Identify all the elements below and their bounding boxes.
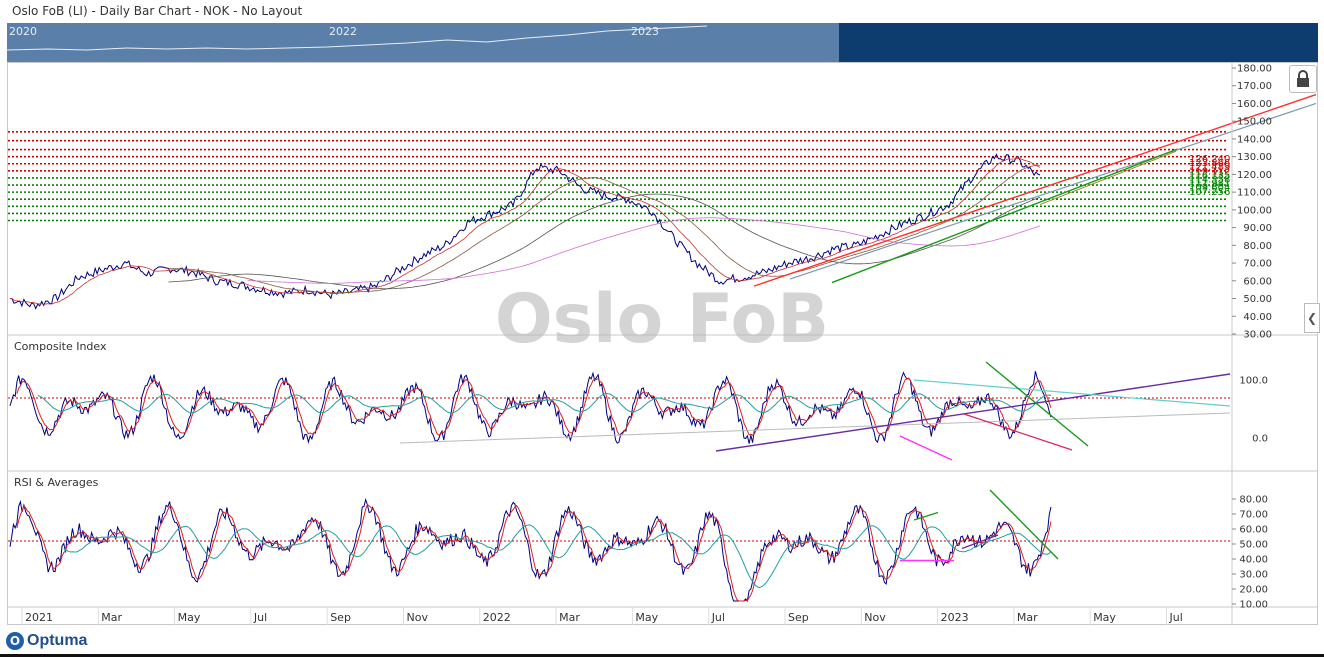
logo-mark: O (6, 632, 24, 650)
level-label: 119.112 (1189, 166, 1230, 177)
footer-bar (0, 654, 1324, 657)
price-axis-tick-label: 100.00 (1237, 205, 1272, 216)
navigator-bar[interactable]: 2020 2022 2023 (6, 23, 1318, 62)
rsi-axis-tick-label: 30.00 (1239, 570, 1268, 581)
rsi-axis-tick-label: 20.00 (1239, 585, 1268, 596)
composite-index-title: Composite Index (12, 340, 109, 353)
x-axis-label: Sep (788, 611, 809, 624)
axis-layer: 180.00 170.00 160.00 150.00 140.00 130.00 120.… (8, 62, 1318, 625)
ma-long-line (168, 193, 1041, 290)
x-axis-label: 2023 (941, 611, 969, 624)
x-axis-label: 2022 (483, 611, 511, 624)
x-axis-label: Mar (1017, 611, 1038, 624)
composite-trend-green (985, 361, 1089, 447)
navigator-line (6, 25, 708, 51)
composite-axis-tick-label: 100.0 (1239, 376, 1268, 387)
price-axis-tick-label: 130.00 (1237, 152, 1272, 163)
level-label: 114.358 (1189, 175, 1230, 186)
composite-trend-grey (399, 412, 1231, 444)
x-axis-label: Mar (101, 611, 122, 624)
rsi-trend-purple (961, 534, 999, 550)
level-label: 121.489 (1189, 162, 1230, 173)
rsi-pane (8, 489, 1230, 603)
rsi-trend-green (989, 489, 1059, 560)
price-axis-tick-label: 60.00 (1243, 276, 1272, 287)
x-axis-label: Jul (711, 611, 725, 624)
x-axis-label: Mar (559, 611, 580, 624)
price-axis-tick-label: 30.00 (1243, 330, 1272, 341)
level-label: 123.866 (1189, 158, 1230, 169)
composite-fast-average (16, 377, 1052, 437)
composite-trend-purple (715, 373, 1231, 452)
composite-axis-tick-label: 0.0 (1252, 434, 1268, 445)
price-axis-tick-label: 70.00 (1243, 259, 1272, 270)
price-axis-tick-label: 150.00 (1237, 117, 1272, 128)
logo-text: Optuma (27, 632, 88, 649)
navigator-window[interactable] (6, 23, 839, 62)
x-axis-label: Nov (864, 611, 886, 624)
rsi-averages-title: RSI & Averages (12, 476, 101, 489)
composite-trend-cyan (913, 379, 1231, 407)
level-label: 126.240 (1189, 154, 1230, 165)
x-axis-label: May (178, 611, 201, 624)
composite-trend-red (963, 413, 1073, 451)
lock-icon[interactable] (1289, 65, 1317, 93)
x-axis-label: Jul (1169, 611, 1183, 624)
x-axis-label: Nov (407, 611, 429, 624)
rsi-fast-average (16, 503, 1052, 602)
ma-verylong-line (247, 217, 1041, 284)
trend-line-upper (753, 93, 1317, 287)
chart-title: Oslo FoB (LI) - Daily Bar Chart - NOK - … (12, 4, 303, 18)
navigator-year: 2022 (329, 25, 357, 38)
watermark-text: Oslo FoB (495, 280, 829, 359)
rsi-axis-tick-label: 80.00 (1239, 495, 1268, 506)
level-label: 107.256 (1189, 187, 1230, 198)
rsi-slow-average (63, 524, 1052, 589)
x-axis-label: 2021 (25, 611, 53, 624)
composite-divergence-magenta (899, 435, 953, 461)
ma-mid-line (168, 164, 1041, 294)
trend-line-extension (1039, 150, 1177, 206)
composite-slow-average (37, 392, 1052, 414)
optuma-logo: O Optuma (6, 630, 87, 652)
x-axis-label: May (635, 611, 658, 624)
rsi-axis-tick-label: 60.00 (1239, 525, 1268, 536)
rsi-trend-green-short (913, 511, 939, 521)
chart-frame (7, 62, 1318, 625)
trend-line-lower (831, 148, 1177, 284)
rsi-axis-tick-label: 10.00 (1239, 600, 1268, 611)
price-axis-tick-label: 170.00 (1237, 81, 1272, 92)
level-label: 109.604 (1189, 183, 1230, 194)
x-axis-label: Sep (330, 611, 351, 624)
x-axis-label: Jul (253, 611, 267, 624)
level-label: 111.981 (1189, 179, 1230, 190)
rsi-axis-tick-label: 50.00 (1239, 540, 1268, 551)
price-axis-tick-label: 110.00 (1237, 188, 1272, 199)
price-series-line (9, 153, 1041, 310)
navigator-year: 2020 (9, 25, 37, 38)
chevron-left-icon[interactable]: ❮ (1304, 303, 1320, 333)
rsi-axis-tick-label: 70.00 (1239, 510, 1268, 521)
rsi-axis-tick-label: 40.00 (1239, 555, 1268, 566)
composite-index-line (9, 371, 1052, 445)
price-axis-tick-label: 160.00 (1237, 99, 1272, 110)
price-pane: 126.240123.866121.489119.112116.735114.3… (8, 93, 1317, 310)
price-axis-tick-label: 90.00 (1243, 223, 1272, 234)
trend-line-mid (789, 102, 1317, 280)
price-axis-tick-label: 180.00 (1237, 64, 1272, 75)
x-axis-label: May (1093, 611, 1116, 624)
price-axis-tick-label: 80.00 (1243, 241, 1272, 252)
level-label: 116.735 (1189, 170, 1230, 181)
price-axis-tick-label: 40.00 (1243, 312, 1272, 323)
price-axis-tick-label: 120.00 (1237, 170, 1272, 181)
navigator-year: 2023 (631, 25, 659, 38)
price-axis-tick-label: 50.00 (1243, 294, 1272, 305)
price-axis-tick-label: 140.00 (1237, 134, 1272, 145)
composite-pane (8, 361, 1231, 461)
